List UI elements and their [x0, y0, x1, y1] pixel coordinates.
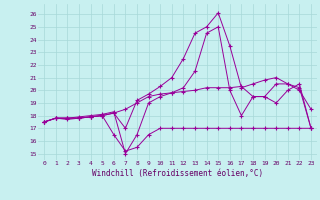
X-axis label: Windchill (Refroidissement éolien,°C): Windchill (Refroidissement éolien,°C)	[92, 169, 263, 178]
